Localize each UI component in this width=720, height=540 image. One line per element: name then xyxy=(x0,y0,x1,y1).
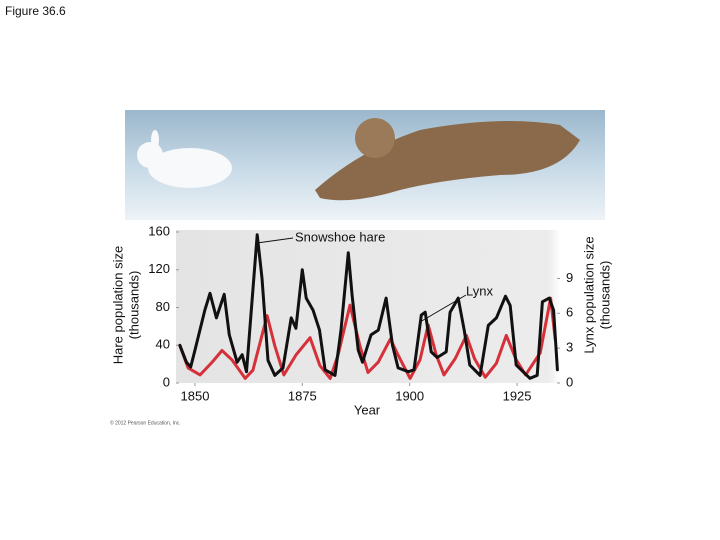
x-tick-label: 1925 xyxy=(503,388,532,403)
y-tick-label: 120 xyxy=(148,261,170,276)
y-tick-label: 80 xyxy=(156,299,170,314)
y2-axis-label: Lynx population size xyxy=(581,236,596,353)
y2-axis-label: (thousands) xyxy=(597,261,612,330)
y2-tick-label: 9 xyxy=(566,270,573,285)
y-axis-label: Hare population size xyxy=(110,246,125,365)
series-annotation: Lynx xyxy=(466,283,493,298)
series-annotation: Snowshoe hare xyxy=(295,229,385,244)
x-tick-label: 1875 xyxy=(288,388,317,403)
x-tick-label: 1900 xyxy=(395,388,424,403)
figure-label: Figure 36.6 xyxy=(5,4,66,18)
y-tick-label: 0 xyxy=(163,374,170,389)
y-tick-label: 40 xyxy=(156,337,170,352)
credit: © 2012 Pearson Education, Inc. xyxy=(110,419,181,426)
series-line xyxy=(178,296,557,380)
leader-line xyxy=(256,237,294,244)
y-axis-label: (thousands) xyxy=(126,271,141,340)
series-line xyxy=(178,233,559,380)
y-tick-label: 160 xyxy=(148,223,170,238)
y2-tick-label: 3 xyxy=(566,340,573,355)
y2-tick-label: 6 xyxy=(566,305,573,320)
x-axis-label: Year xyxy=(354,402,381,417)
y2-tick-label: 0 xyxy=(566,374,573,389)
x-tick-label: 1850 xyxy=(181,388,210,403)
photo xyxy=(125,110,605,220)
